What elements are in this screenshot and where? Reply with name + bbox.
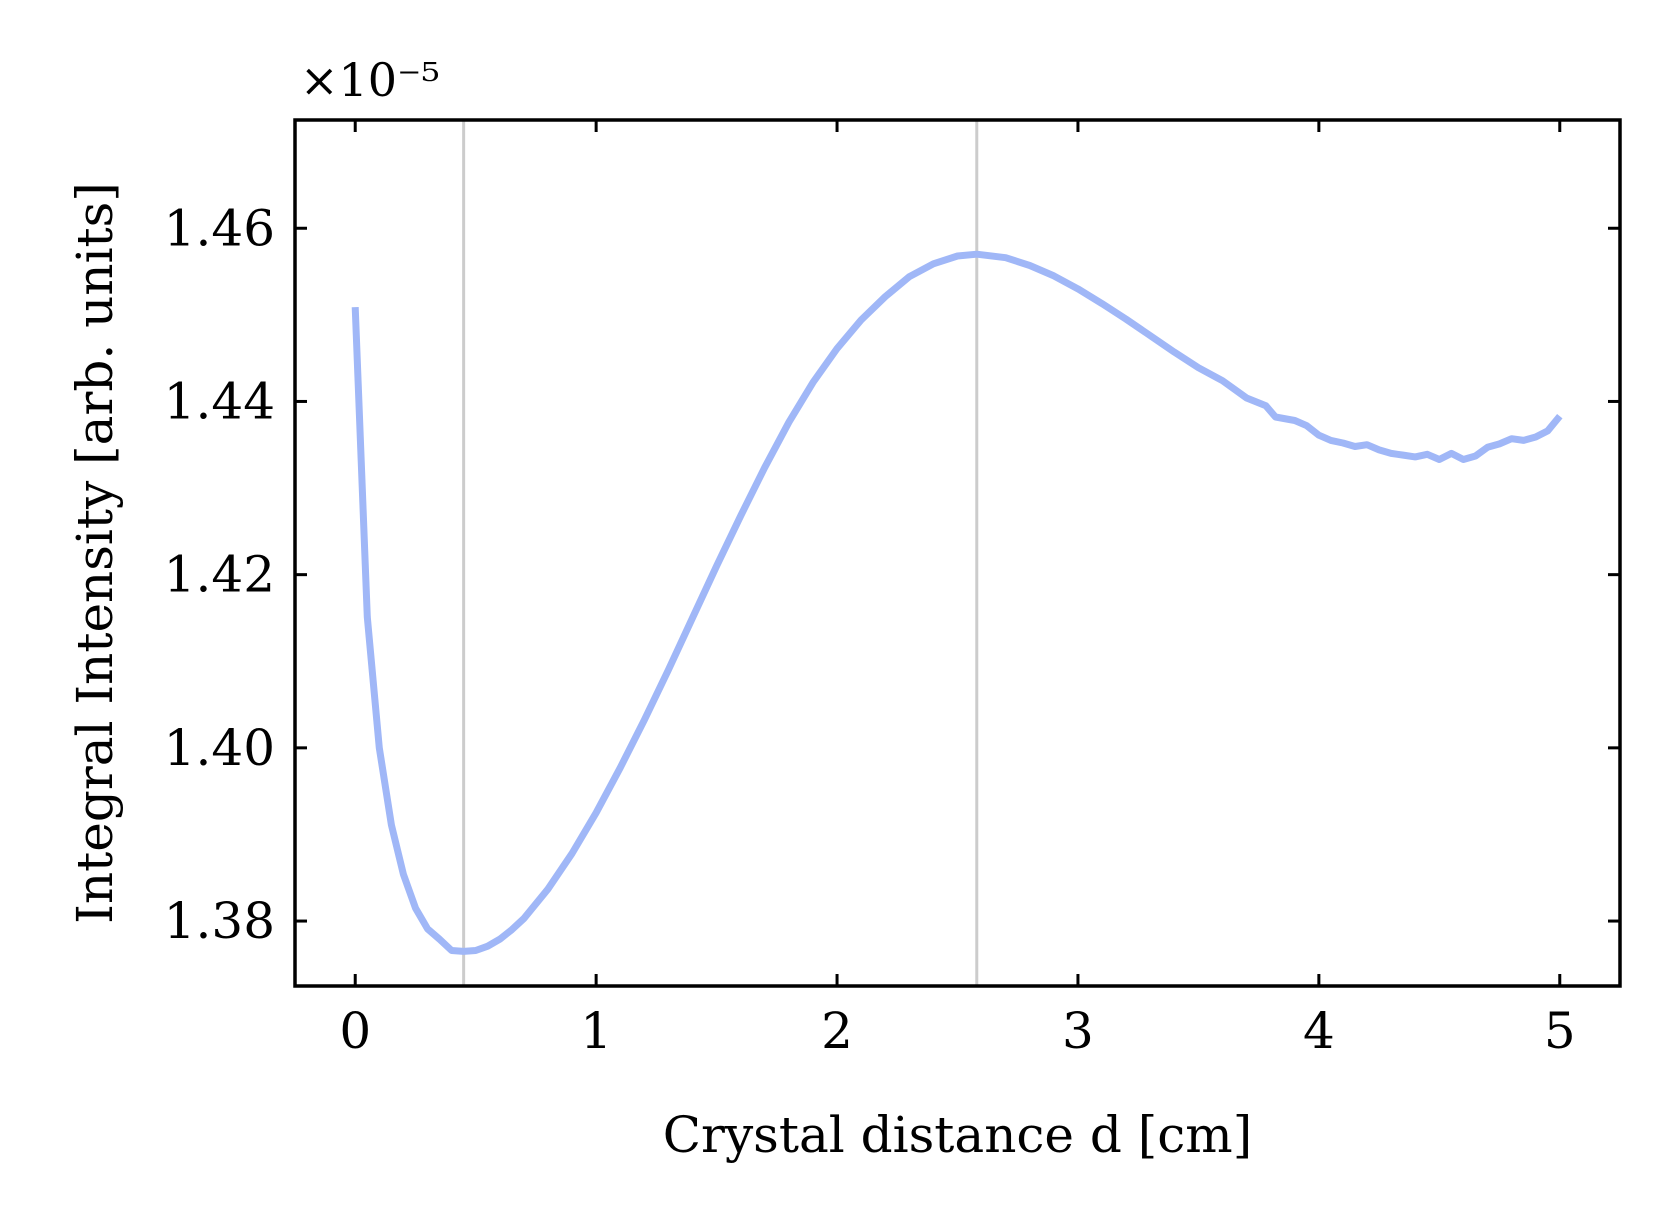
x-axis-ticks: 0 1 2 3 4 5 bbox=[339, 120, 1576, 1060]
y-tick-label: 1.44 bbox=[164, 372, 275, 430]
x-tick-label: 2 bbox=[821, 1002, 853, 1060]
series-line bbox=[351, 250, 1563, 955]
y-axis-label: Integral Intensity [arb. units] bbox=[66, 182, 124, 924]
plot-frame bbox=[293, 118, 1622, 988]
y-tick-label: 1.46 bbox=[164, 199, 275, 257]
reference-lines bbox=[462, 120, 979, 986]
x-tick-label: 0 bbox=[339, 1002, 371, 1060]
x-tick-label: 4 bbox=[1303, 1002, 1335, 1060]
x-tick-label: 3 bbox=[1062, 1002, 1094, 1060]
x-axis-label: Crystal distance d [cm] bbox=[663, 1106, 1252, 1164]
y-tick-label: 1.40 bbox=[164, 719, 275, 777]
x-tick-label: 5 bbox=[1544, 1002, 1576, 1060]
x-tick-label: 1 bbox=[580, 1002, 612, 1060]
y-tick-label: 1.38 bbox=[164, 892, 275, 950]
y-tick-label: 1.42 bbox=[164, 546, 275, 604]
y-axis-ticks: 1.38 1.40 1.42 1.44 1.46 bbox=[164, 199, 1620, 950]
y-axis-multiplier: ×10⁻⁵ bbox=[300, 53, 440, 107]
series-layer bbox=[351, 250, 1563, 955]
